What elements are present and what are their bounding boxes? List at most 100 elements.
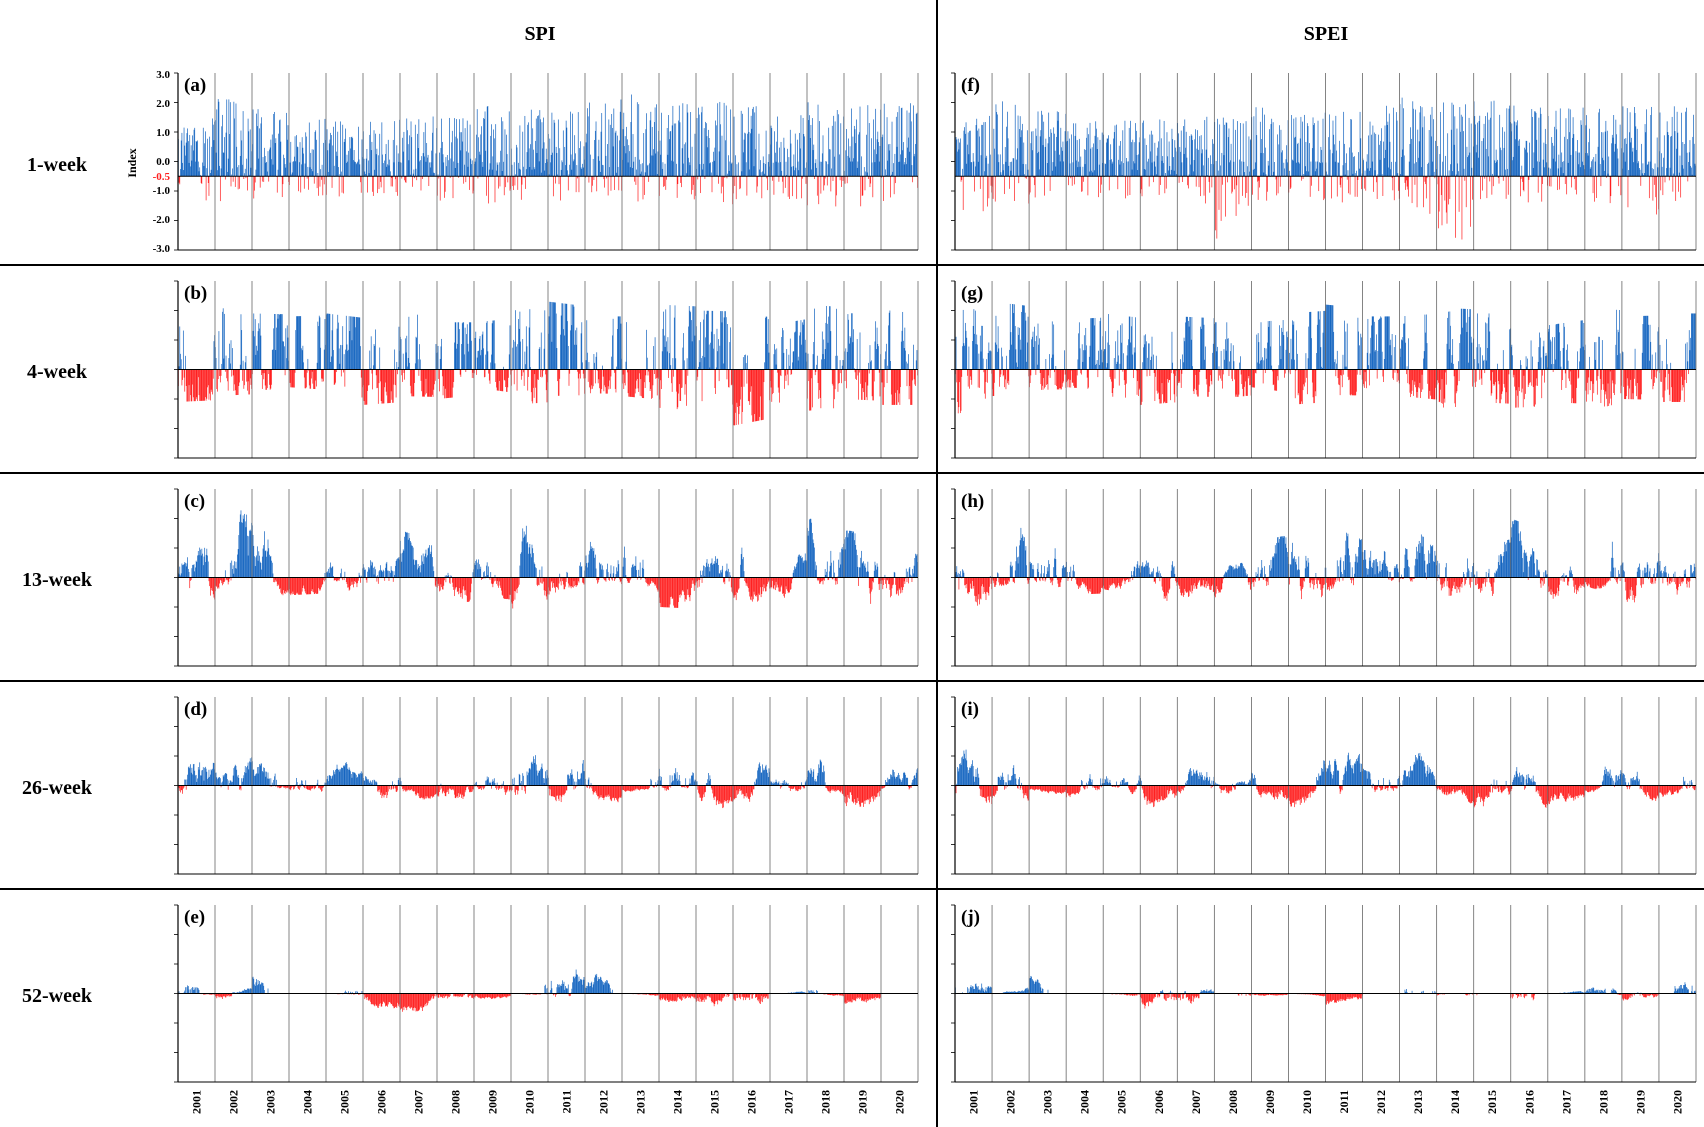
index-bar — [329, 313, 331, 370]
index-bar — [244, 766, 246, 786]
index-bar — [468, 351, 470, 370]
index-bar — [266, 369, 267, 390]
index-bar — [655, 577, 657, 585]
index-bar — [893, 769, 894, 786]
index-bar — [336, 577, 338, 582]
index-bar — [518, 577, 520, 585]
index-bar — [191, 568, 193, 578]
index-bar — [550, 301, 552, 370]
index-bar — [519, 565, 521, 578]
index-bar — [814, 547, 815, 578]
index-bar — [566, 987, 568, 994]
index-bar — [656, 174, 658, 177]
index-bar — [797, 556, 799, 578]
index-bar — [631, 567, 632, 578]
index-bar — [392, 369, 394, 403]
index-bar — [831, 785, 833, 791]
index-bar — [369, 783, 371, 786]
index-bar — [715, 556, 716, 578]
index-bar — [390, 993, 392, 1005]
index-bar — [693, 577, 695, 591]
index-bar — [567, 321, 568, 370]
index-bar — [421, 555, 423, 578]
index-bar — [479, 568, 481, 578]
index-bar — [712, 785, 714, 794]
index-bar — [498, 785, 499, 790]
index-bar — [489, 993, 491, 998]
index-bar — [360, 369, 362, 378]
index-bar — [581, 566, 583, 578]
index-bar — [836, 308, 837, 370]
index-bar — [206, 168, 208, 177]
index-bar — [197, 987, 198, 994]
index-bar — [204, 993, 206, 995]
index-bar — [391, 176, 393, 178]
index-bar — [851, 313, 852, 370]
index-bar — [238, 992, 240, 994]
index-bar — [699, 577, 701, 580]
index-bar — [197, 988, 199, 994]
index-bar — [839, 154, 840, 177]
index-bar — [474, 338, 476, 370]
index-bar — [666, 577, 667, 608]
index-bar — [774, 349, 776, 370]
index-bar — [826, 571, 827, 578]
index-bar — [318, 785, 319, 789]
index-bar — [511, 785, 513, 791]
index-bar — [333, 577, 335, 581]
index-bar — [372, 176, 373, 192]
index-bar — [211, 993, 213, 995]
index-bar — [289, 577, 291, 594]
index-bar — [513, 176, 514, 191]
index-bar — [727, 571, 729, 578]
index-bar — [237, 369, 239, 395]
index-bar — [244, 369, 245, 386]
index-bar — [268, 176, 270, 182]
index-bar — [680, 577, 682, 595]
index-bar — [530, 144, 531, 177]
index-bar — [788, 354, 790, 370]
index-bar — [372, 567, 374, 578]
index-bar — [573, 306, 575, 370]
index-bar — [636, 169, 637, 177]
index-bar — [757, 176, 758, 187]
index-bar — [755, 577, 757, 597]
index-bar — [200, 176, 202, 183]
index-bar — [589, 102, 590, 177]
index-bar — [460, 577, 462, 598]
index-bar — [475, 331, 477, 370]
index-bar — [178, 991, 180, 994]
index-bar — [636, 785, 637, 789]
index-bar — [819, 369, 820, 391]
index-bar — [827, 785, 829, 791]
index-bar — [476, 134, 477, 177]
index-bar — [476, 357, 478, 370]
index-bar — [424, 556, 425, 578]
index-bar — [563, 981, 565, 994]
index-bar — [563, 577, 565, 590]
index-bar — [498, 785, 500, 789]
index-bar — [451, 142, 452, 177]
index-bar — [456, 785, 457, 797]
index-bar — [369, 567, 371, 578]
index-bar — [485, 354, 487, 370]
index-bar — [770, 577, 772, 589]
index-bar — [202, 565, 204, 578]
index-bar — [725, 785, 726, 802]
index-bar — [604, 981, 606, 994]
index-bar — [415, 993, 417, 1012]
index-bar — [709, 775, 711, 786]
index-bar — [225, 773, 227, 786]
index-bar — [869, 176, 871, 188]
index-bar — [489, 781, 491, 786]
index-bar — [796, 320, 798, 370]
index-bar — [279, 119, 281, 177]
index-bar — [212, 768, 213, 786]
index-bar — [863, 785, 865, 801]
index-bar — [538, 348, 540, 370]
index-bar — [232, 775, 234, 786]
index-bar — [466, 151, 467, 177]
index-bar — [903, 577, 905, 582]
index-bar — [548, 577, 550, 595]
index-bar — [306, 176, 308, 179]
